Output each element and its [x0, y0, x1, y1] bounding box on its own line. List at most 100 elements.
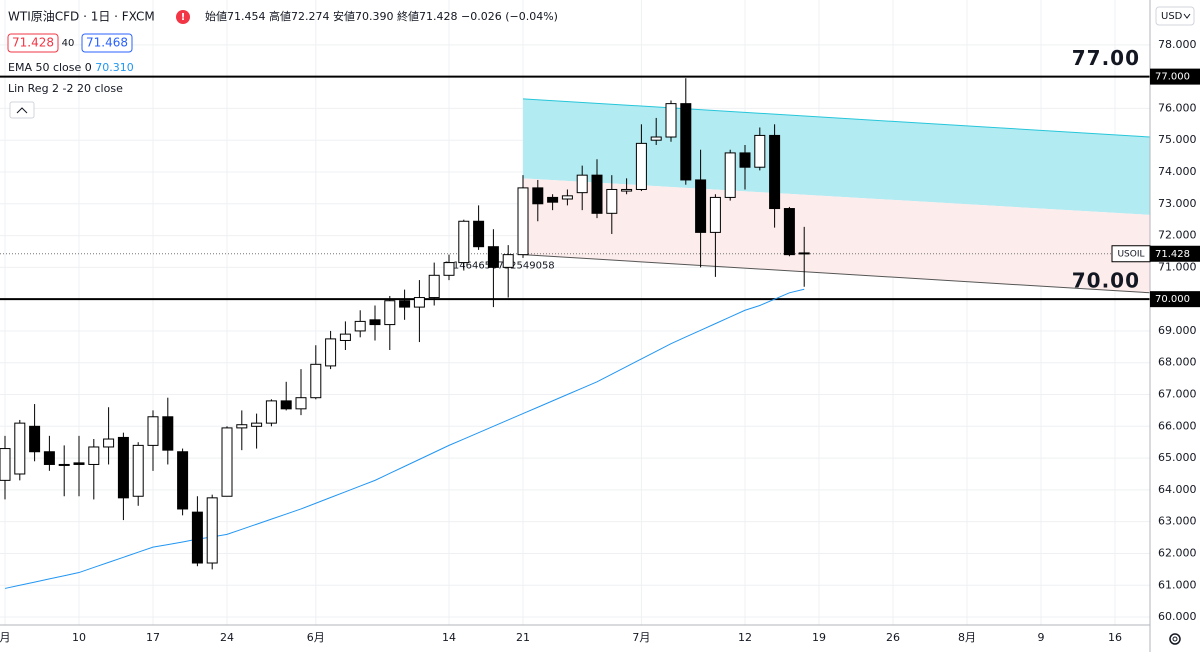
x-tick-label: 16 [1108, 631, 1122, 644]
x-tick-label: 10 [72, 631, 86, 644]
candle-body [325, 338, 337, 367]
y-tick-label: 66.000 [1158, 419, 1197, 432]
alert-icon[interactable] [176, 10, 190, 24]
y-tick-label: 72.000 [1158, 229, 1197, 242]
ohlc: 始値71.454 高値72.274 安値70.390 終値71.428 −0.0… [205, 9, 558, 23]
candle-body [369, 319, 381, 326]
last-price-label: 71.428 [1155, 249, 1190, 260]
x-tick-label: 8月 [958, 631, 976, 644]
candle-body [206, 497, 218, 564]
y-tick-label: 65.000 [1158, 451, 1197, 464]
grid-layer [0, 0, 1150, 625]
y-tick-label: 74.000 [1158, 165, 1197, 178]
candle-body [547, 196, 559, 203]
currency: USD [1161, 11, 1183, 22]
collapse-button[interactable] [9, 101, 35, 119]
y-tick-label: 64.000 [1158, 483, 1197, 496]
candle-body [621, 188, 633, 192]
candle-body [798, 252, 810, 255]
candle-body [162, 416, 174, 451]
candle-body [88, 446, 100, 465]
x-tick-label: 26 [886, 631, 900, 644]
linreg-upper-line [522, 98, 1151, 138]
candle-body [487, 246, 499, 268]
candle-body [43, 451, 55, 465]
candle-body [428, 274, 440, 299]
ema-legend: EMA 50 close 0 70.310 [8, 61, 134, 74]
y-tick-label: 71.000 [1158, 260, 1197, 273]
candle-body [502, 254, 514, 268]
candle-body [591, 174, 603, 214]
candle-body [280, 400, 292, 410]
bid-box[interactable] [7, 33, 59, 53]
candle-body [709, 196, 721, 233]
linreg-value-label: 0.1464656752549058 [443, 261, 554, 272]
gear-ring [1169, 633, 1181, 645]
x-tick-label: 21 [516, 631, 530, 644]
candle-body [221, 427, 233, 497]
candle-body [132, 444, 144, 497]
candle-body [695, 179, 707, 233]
axis-price-label: 77.000 [1155, 72, 1190, 83]
ohlc-value: 72.274 [291, 10, 330, 23]
horizontal-line-label: 70.00 [1072, 269, 1140, 293]
x-tick-label: 9 [1038, 631, 1045, 644]
y-tick-label: 73.000 [1158, 197, 1197, 210]
ohlc-label: 高値 [269, 9, 291, 23]
candle-body [310, 363, 322, 399]
candle-body [295, 397, 307, 410]
candle-body [650, 136, 662, 141]
candle-body [606, 188, 618, 214]
candle-body [724, 152, 736, 198]
candle-body [443, 262, 455, 276]
y-tick-label: 69.000 [1158, 324, 1197, 337]
ask-box[interactable] [81, 33, 133, 53]
ema-label: EMA 50 close 0 [8, 61, 92, 74]
gear-center [1172, 636, 1178, 642]
spread: 40 [62, 38, 75, 49]
ema-line [4, 288, 805, 589]
candle-body [413, 297, 425, 308]
x-tick-label: 12 [738, 631, 752, 644]
candle-body [14, 422, 26, 475]
candle-body [635, 142, 647, 190]
candle-body [399, 300, 411, 308]
symbol: WTI原油CFD · 1日 · FXCM [8, 10, 155, 24]
y-tick-label: 76.000 [1158, 101, 1197, 114]
y-tick-label: 61.000 [1158, 578, 1197, 591]
axis-price-label: 70.000 [1155, 294, 1190, 305]
ema-value: 70.310 [95, 61, 134, 74]
candle-body [783, 208, 795, 256]
axis-price-box [1150, 68, 1200, 85]
candle-body [665, 103, 677, 138]
currency-button[interactable] [1155, 6, 1195, 26]
y-tick-label: 67.000 [1158, 388, 1197, 401]
linreg-lower-line [522, 254, 1151, 294]
candle-body [103, 438, 115, 448]
x-tick-label: 24 [220, 631, 234, 644]
candle-body [251, 422, 263, 427]
candle-body [0, 448, 11, 481]
settings-icon[interactable] [1169, 633, 1181, 645]
candle-body [561, 195, 573, 200]
x-tick-label: 7月 [632, 631, 650, 644]
candle-body [739, 152, 751, 168]
candle-body [236, 424, 248, 429]
candle-body [177, 451, 189, 510]
last-price-box [1150, 245, 1200, 262]
candle-body [384, 300, 396, 326]
candle-body [191, 511, 203, 564]
y-tick-label: 62.000 [1158, 546, 1197, 559]
ohlc-value: 70.390 [355, 10, 394, 23]
x-tick-label: 19 [812, 631, 826, 644]
ohlc-label: 終値 [397, 9, 419, 23]
ohlc-value: 71.428 [419, 10, 458, 23]
candle-body [680, 103, 692, 181]
symbol-tag: USOIL [1117, 249, 1144, 259]
chevron-icon [16, 107, 28, 114]
candle-body [147, 416, 159, 446]
candle-body [73, 462, 85, 465]
y-tick-label: 75.000 [1158, 133, 1197, 146]
